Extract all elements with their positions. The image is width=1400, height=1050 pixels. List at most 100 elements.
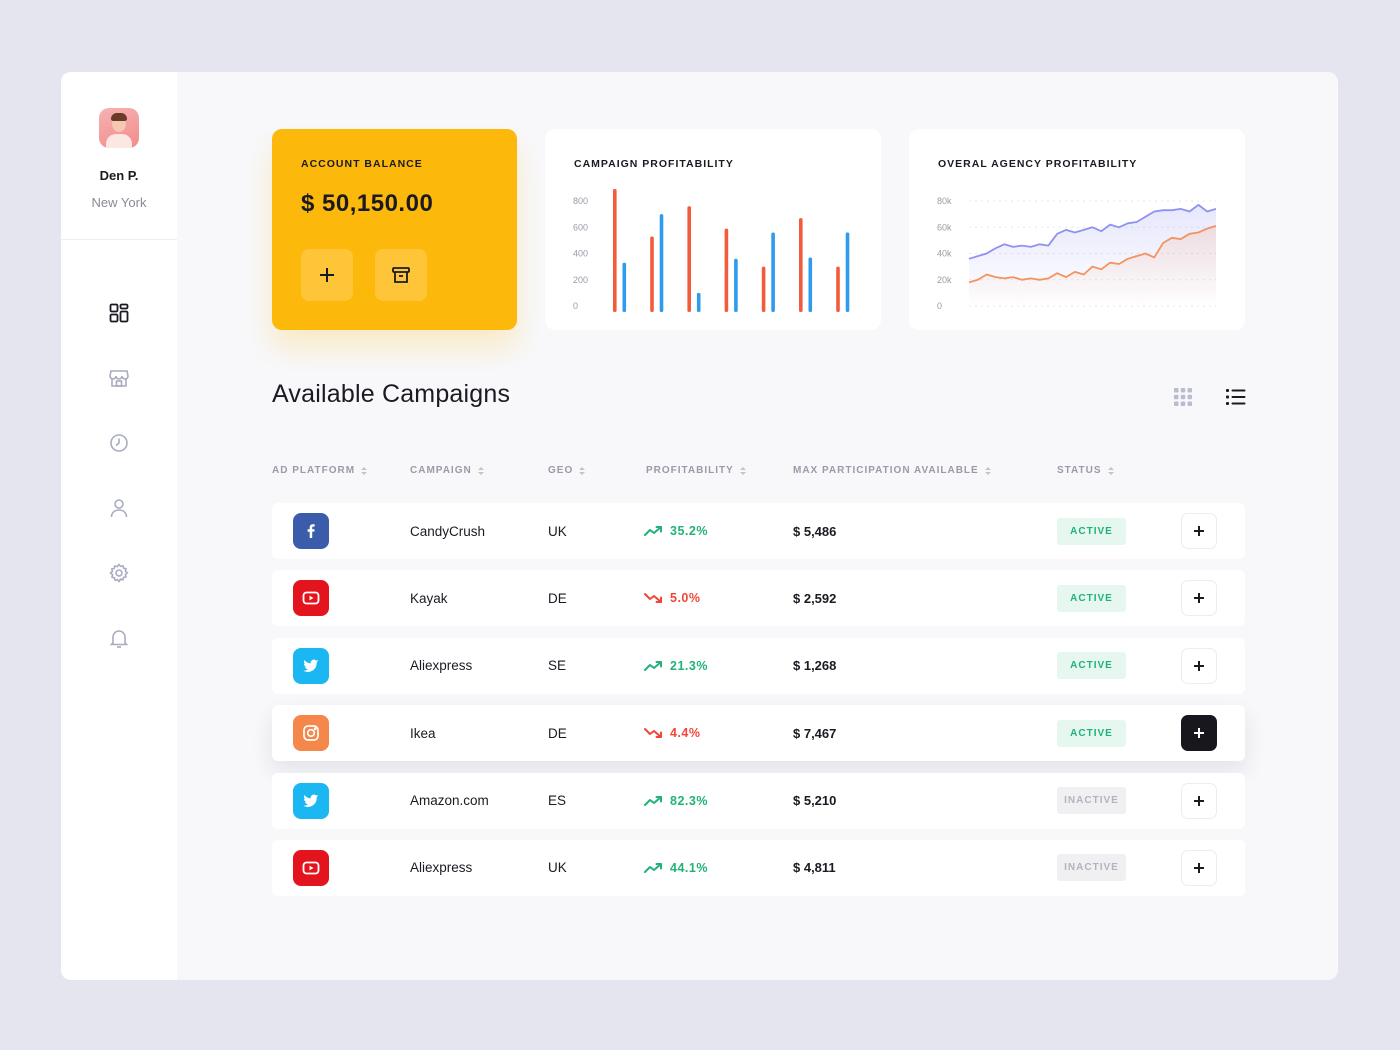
bar — [650, 236, 654, 312]
campaign-profitability-title: CAMPAIGN PROFITABILITY — [574, 158, 734, 170]
profitability-value: 4.4% — [670, 726, 701, 741]
agency-profitability-card: OVERAL AGENCY PROFITABILITY 80k 60k 40k 20k… — [909, 129, 1245, 330]
sidebar-nav — [61, 240, 177, 670]
table-row[interactable]: Kayak DE 5.0% $ 2,592 ACTIVE — [272, 570, 1245, 627]
campaign-profitability-card: CAMPAIGN PROFITABILITY 800 600 400 200 0 — [545, 129, 881, 330]
sort-icon — [361, 466, 368, 475]
bar — [799, 218, 803, 312]
profitability-value: 82.3% — [670, 793, 708, 808]
y-tick-label: 0 — [573, 301, 578, 311]
account-balance-title: ACCOUNT BALANCE — [301, 158, 423, 170]
table-row[interactable]: Aliexpress UK 44.1% $ 4,811 INACTIVE — [272, 839, 1245, 896]
add-campaign-button[interactable] — [1181, 782, 1217, 819]
agency-profitability-chart: 80k 60k 40k 20k 0 — [937, 196, 1217, 311]
max-participation: $ 2,592 — [793, 590, 837, 606]
add-funds-button[interactable] — [301, 249, 353, 301]
status-badge: INACTIVE — [1057, 787, 1126, 815]
twitter-icon — [293, 782, 329, 819]
table-row[interactable]: Ikea DE 4.4% $ 7,467 ACTIVE — [272, 705, 1245, 762]
campaign-profitability-chart: 800 600 400 200 0 — [573, 189, 850, 312]
nav-item-notifications[interactable] — [61, 605, 177, 670]
add-campaign-button[interactable] — [1181, 647, 1217, 684]
status-badge: ACTIVE — [1057, 719, 1126, 747]
max-participation: $ 7,467 — [793, 725, 837, 741]
sort-icon — [579, 466, 586, 475]
bar — [808, 257, 813, 312]
status-cell: INACTIVE — [1057, 773, 1126, 829]
sort-icon — [739, 466, 746, 475]
facebook-icon — [293, 513, 329, 549]
profitability-cell: 21.3% — [644, 638, 708, 694]
table-row[interactable]: Amazon.com ES 82.3% $ 5,210 INACTIVE — [272, 772, 1245, 829]
plus-icon — [1194, 795, 1204, 806]
profile-name: Den P. — [99, 168, 139, 183]
max-participation: $ 1,268 — [793, 658, 837, 674]
list-view-button[interactable] — [1224, 385, 1248, 409]
trend-down-icon — [644, 592, 670, 604]
ad-platform-cell — [293, 840, 329, 896]
grid-icon — [1174, 388, 1192, 406]
series-line — [968, 225, 1217, 284]
bar — [724, 228, 729, 312]
status-badge: ACTIVE — [1057, 517, 1126, 545]
profitability-cell: 35.2% — [644, 503, 708, 559]
add-campaign-button[interactable] — [1181, 513, 1217, 549]
bar — [734, 258, 738, 312]
column-header-status[interactable]: STATUS — [1057, 465, 1114, 476]
campaign-name: Ikea — [410, 725, 436, 741]
avatar[interactable] — [99, 108, 139, 148]
sort-icon — [1107, 466, 1114, 475]
profile: Den P. New York — [61, 72, 177, 240]
table-row[interactable]: CandyCrush UK 35.2% $ 5,486 ACTIVE — [272, 503, 1245, 559]
status-cell: ACTIVE — [1057, 638, 1126, 694]
plus-icon — [1194, 660, 1204, 671]
ad-platform-cell — [293, 773, 329, 829]
app-window: Den P. New York — [61, 72, 1338, 980]
action-cell — [1181, 773, 1217, 829]
status-badge: INACTIVE — [1057, 854, 1126, 882]
table-row[interactable]: Aliexpress SE 21.3% $ 1,268 ACTIVE — [272, 637, 1245, 694]
nav-item-dashboard[interactable] — [61, 280, 177, 345]
ad-platform-cell — [293, 638, 329, 694]
y-tick-label: 200 — [573, 275, 588, 285]
campaign-table-body: CandyCrush UK 35.2% $ 5,486 ACTIVE Kayak… — [272, 503, 1245, 907]
nav-item-store[interactable] — [61, 345, 177, 410]
plus-icon — [320, 268, 334, 282]
column-header-geo[interactable]: GEO — [548, 465, 586, 476]
y-tick-label: 0 — [937, 301, 942, 311]
y-tick-label: 80k — [937, 196, 952, 206]
y-tick-label: 20k — [937, 275, 952, 285]
column-header-platform[interactable]: AD PLATFORM — [272, 465, 368, 476]
nav-item-settings[interactable] — [61, 540, 177, 605]
trend-up-icon — [644, 660, 670, 672]
trend-up-icon — [644, 525, 670, 537]
max-participation: $ 5,210 — [793, 793, 837, 809]
grid-view-button[interactable] — [1171, 385, 1195, 409]
account-balance-card: ACCOUNT BALANCE $ 50,150.00 — [272, 129, 517, 330]
profile-city: New York — [91, 195, 147, 210]
plus-icon — [1194, 862, 1204, 873]
profitability-cell: 5.0% — [644, 570, 701, 626]
profitability-value: 21.3% — [670, 658, 708, 673]
agency-profitability-title: OVERAL AGENCY PROFITABILITY — [938, 158, 1138, 170]
geo: SE — [548, 658, 567, 674]
campaign-name: Aliexpress — [410, 860, 473, 876]
add-campaign-button[interactable] — [1181, 580, 1217, 617]
nav-item-history[interactable] — [61, 410, 177, 475]
nav-item-profile[interactable] — [61, 475, 177, 540]
profitability-cell: 4.4% — [644, 705, 701, 761]
column-header-max-participation[interactable]: MAX PARTICIPATION AVAILABLE — [793, 465, 991, 476]
dashboard-icon — [109, 303, 129, 322]
column-header-profitability[interactable]: PROFITABILITY — [646, 465, 746, 476]
column-header-campaign[interactable]: CAMPAIGN — [410, 465, 484, 476]
action-cell — [1181, 638, 1217, 694]
ad-platform-cell — [293, 570, 329, 626]
action-cell — [1181, 503, 1217, 559]
add-campaign-button[interactable] — [1181, 715, 1217, 752]
sidebar: Den P. New York — [61, 72, 177, 980]
status-badge: ACTIVE — [1057, 584, 1126, 612]
youtube-icon — [293, 580, 329, 617]
archive-button[interactable] — [375, 249, 427, 301]
max-participation: $ 5,486 — [793, 523, 837, 539]
add-campaign-button[interactable] — [1181, 849, 1217, 886]
